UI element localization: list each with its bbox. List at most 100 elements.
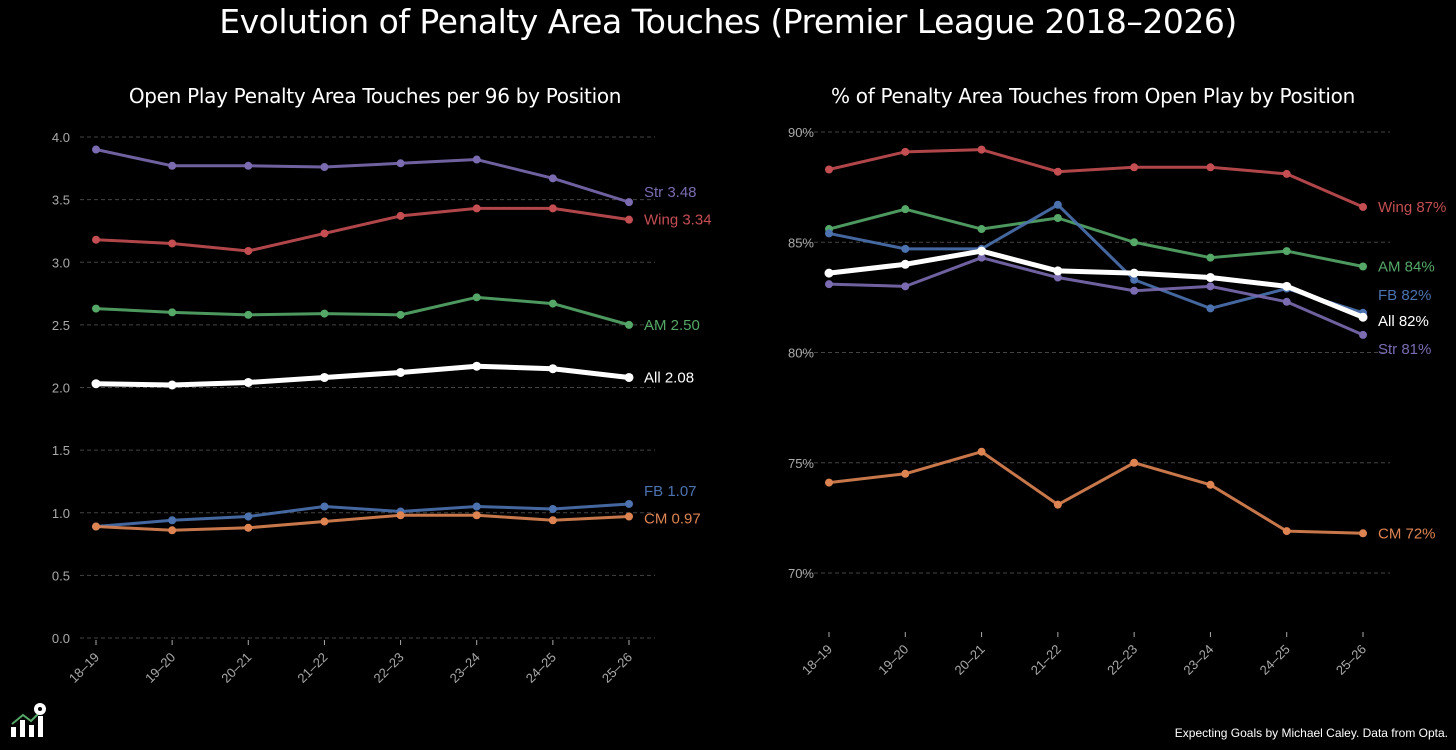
left-series-line-am — [95, 295, 630, 327]
left-point-str — [244, 161, 253, 170]
left-point-fb — [625, 499, 633, 508]
left-point-all — [91, 379, 101, 389]
left-end-label-all: All 2.08 — [644, 369, 694, 386]
right-point-fb — [1206, 304, 1215, 313]
right-xtick-label: 24–25 — [1257, 642, 1293, 678]
logo-icon — [11, 703, 46, 737]
left-ytick-label: 3.5 — [52, 193, 70, 208]
left-end-label-fb: FB 1.07 — [644, 483, 697, 500]
left-point-all — [243, 377, 253, 387]
right-series-line-all — [828, 248, 1364, 320]
left-point-wing — [168, 239, 177, 248]
right-point-am — [977, 225, 986, 234]
left-ytick-label: 1.5 — [52, 443, 70, 458]
right-xtick-label: 18–19 — [799, 642, 835, 678]
left-point-all — [548, 364, 558, 374]
left-ytick-label: 0.0 — [52, 631, 70, 646]
left-point-all — [624, 372, 634, 382]
right-point-cm — [1130, 458, 1139, 467]
left-point-fb — [548, 504, 557, 513]
right-point-wing — [1359, 202, 1367, 211]
left-point-cm — [92, 522, 100, 531]
right-point-wing — [1282, 169, 1291, 178]
left-point-wing — [396, 211, 405, 220]
right-point-str — [901, 282, 910, 291]
right-chart-title: % of Penalty Area Touches from Open Play… — [831, 84, 1355, 108]
right-point-all — [1358, 312, 1368, 322]
right-point-am — [901, 205, 910, 214]
left-end-label-wing: Wing 3.34 — [644, 212, 712, 229]
right-point-all — [1053, 266, 1063, 276]
left-point-cm — [244, 523, 253, 532]
left-ytick-label: 3.0 — [52, 255, 70, 270]
right-point-wing — [1206, 163, 1215, 172]
left-point-fb — [472, 502, 481, 511]
left-ytick-label: 2.5 — [52, 318, 70, 333]
right-point-wing — [977, 145, 986, 154]
right-point-cm — [901, 469, 910, 478]
left-xtick-label: 19–20 — [142, 650, 178, 686]
right-series-line-am — [828, 207, 1364, 268]
right-end-label-fb: FB 82% — [1378, 287, 1431, 304]
left-series-line-wing — [95, 206, 630, 253]
right-end-label-all: All 82% — [1378, 313, 1429, 330]
left-point-wing — [472, 204, 481, 213]
left-point-str — [396, 159, 405, 168]
left-end-label-am: AM 2.50 — [644, 317, 700, 334]
left-point-cm — [548, 516, 557, 525]
right-point-cm — [825, 478, 833, 487]
right-series-line-cm — [828, 450, 1364, 535]
left-end-label-cm: CM 0.97 — [644, 511, 701, 528]
left-point-am — [320, 309, 329, 318]
right-point-all — [824, 268, 834, 278]
left-point-str — [168, 161, 177, 170]
left-series-line-fb — [95, 502, 630, 529]
left-point-all — [396, 367, 406, 377]
right-point-cm — [1053, 500, 1062, 509]
left-point-wing — [320, 229, 329, 238]
left-point-wing — [244, 246, 253, 255]
footer-credit: Expecting Goals by Michael Caley. Data f… — [1174, 726, 1448, 740]
left-point-am — [548, 299, 557, 308]
left-point-cm — [396, 511, 405, 520]
right-point-cm — [1206, 480, 1215, 489]
left-point-all — [167, 380, 177, 390]
left-point-str — [548, 174, 557, 183]
right-ytick-label: 75% — [788, 456, 814, 471]
left-series-line-all — [95, 363, 630, 388]
left-ytick-label: 0.5 — [52, 568, 70, 583]
left-chart-title: Open Play Penalty Area Touches per 96 by… — [128, 84, 622, 108]
left-xtick-label: 24–25 — [523, 650, 559, 686]
right-xtick-label: 23–24 — [1180, 642, 1216, 678]
right-point-fb — [1053, 200, 1062, 209]
right-point-all — [1129, 268, 1139, 278]
right-point-str — [1206, 282, 1215, 291]
right-series-line-fb — [828, 203, 1364, 315]
left-point-wing — [548, 204, 557, 213]
right-point-cm — [1359, 529, 1367, 538]
right-series-line-str — [828, 256, 1364, 337]
right-xtick-label: 25–26 — [1333, 642, 1369, 678]
right-point-cm — [977, 447, 986, 456]
left-point-wing — [92, 235, 100, 244]
right-point-cm — [1282, 527, 1291, 536]
main-title: Evolution of Penalty Area Touches (Premi… — [219, 2, 1237, 41]
left-point-fb — [244, 512, 253, 521]
right-point-str — [1130, 286, 1139, 295]
right-end-label-str: Str 81% — [1378, 341, 1431, 358]
right-point-am — [1282, 247, 1291, 256]
right-point-all — [1282, 281, 1292, 291]
right-xtick-label: 22–23 — [1104, 642, 1140, 678]
right-point-wing — [1130, 163, 1139, 172]
left-xtick-label: 20–21 — [218, 650, 254, 686]
right-point-str — [1282, 297, 1291, 306]
left-series-line-str — [95, 148, 630, 204]
right-point-am — [1053, 213, 1062, 222]
right-point-wing — [1053, 167, 1062, 176]
left-point-cm — [168, 526, 177, 535]
left-point-am — [168, 308, 177, 317]
right-point-wing — [901, 147, 910, 156]
right-end-label-am: AM 84% — [1378, 259, 1435, 276]
left-point-cm — [625, 512, 633, 521]
